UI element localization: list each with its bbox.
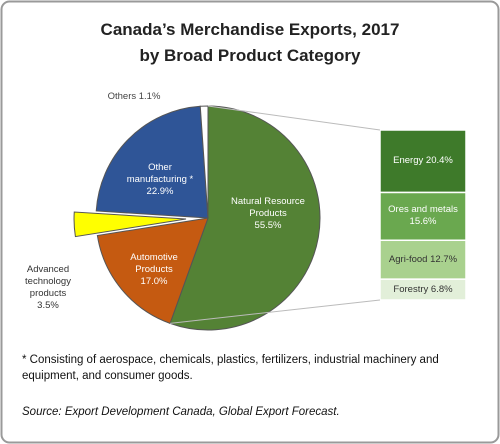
- pie-slice: [169, 105, 321, 331]
- bar-segment: [379, 191, 467, 242]
- slice-value: 3.5%: [37, 300, 59, 311]
- slice-name: Advanced technology products: [25, 264, 71, 299]
- bar-label: Ores and metals 15.6%: [380, 204, 466, 228]
- pie-slice: [95, 105, 209, 219]
- footnote: * Consisting of aerospace, chemicals, pl…: [22, 354, 439, 382]
- source: Source: Export Development Canada, Globa…: [22, 406, 340, 418]
- bar-value: 15.6%: [409, 216, 437, 228]
- bar-value: 20.4%: [425, 155, 453, 167]
- bar-label: Energy 20.4%: [380, 155, 466, 167]
- bar-segment: [379, 129, 467, 194]
- bar-label: Forestry 6.8%: [380, 284, 466, 296]
- slice-name: Automotive Products: [130, 252, 178, 275]
- pie-slice: [73, 211, 187, 238]
- bar-value: 12.7%: [430, 253, 458, 265]
- bar-name: Energy: [393, 155, 424, 167]
- chart-title: Canada’s Merchandise Exports, 2017: [100, 20, 400, 39]
- slice-value: 1.1%: [138, 91, 161, 102]
- bar-name: Ores and metals: [388, 204, 458, 216]
- bar-value: 6.8%: [430, 283, 453, 295]
- slice-value: 22.9%: [146, 186, 174, 197]
- pie-slice: [199, 105, 209, 219]
- bar-label: Agri-food 12.7%: [380, 254, 466, 266]
- slice-value: 55.5%: [254, 220, 282, 231]
- slice-name: Natural Resource Products: [231, 196, 305, 219]
- chart-subtitle: by Broad Product Category: [139, 46, 361, 65]
- pie-slice: [96, 217, 209, 325]
- slice-name: Others: [107, 91, 137, 102]
- bar-segment: [379, 278, 467, 301]
- slice-label: Automotive Products 17.0%: [114, 252, 194, 288]
- slice-label: Others 1.1%: [94, 91, 174, 103]
- bar-segment: [379, 239, 467, 280]
- bar-name: Forestry: [393, 283, 429, 295]
- slice-label: Other manufacturing * 22.9%: [120, 162, 200, 198]
- slice-value: 17.0%: [140, 276, 168, 287]
- slice-name: Other manufacturing *: [126, 162, 194, 185]
- slice-label: Natural Resource Products 55.5%: [223, 196, 313, 232]
- connector: [207, 105, 381, 131]
- bar-name: Agri-food: [388, 253, 428, 265]
- connector: [170, 299, 381, 324]
- slice-label: Advanced technology products 3.5%: [13, 264, 83, 312]
